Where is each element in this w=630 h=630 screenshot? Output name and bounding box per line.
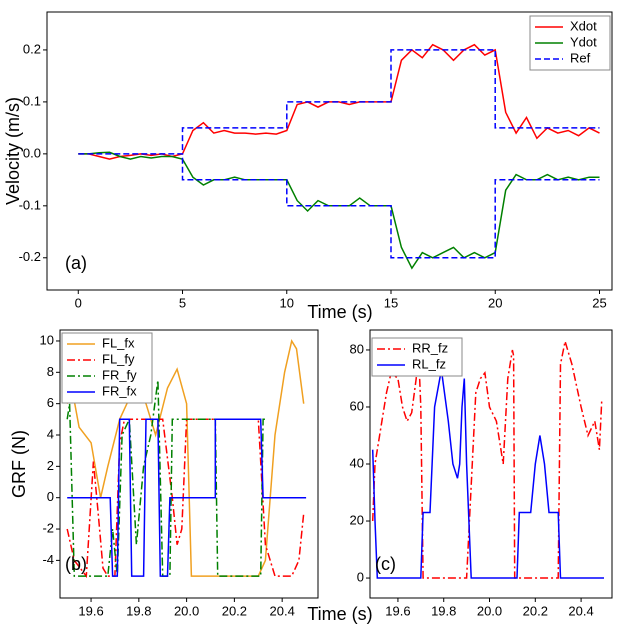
series-line: [78, 151, 600, 270]
legend-label: RL_fz: [412, 356, 446, 371]
legend-label: FR_fx: [102, 383, 137, 398]
x-tick-label: 20.2: [523, 603, 548, 618]
series-line: [66, 380, 268, 577]
x-tick-label: 19.6: [78, 603, 103, 618]
x-tick-label: 20.4: [568, 603, 593, 618]
x-tick-label: 20: [488, 295, 502, 310]
y-tick-label: 0.2: [23, 41, 41, 56]
y-tick-label: 0: [47, 489, 54, 504]
x-tick-label: 20.2: [222, 603, 247, 618]
panel-label: (b): [65, 554, 87, 574]
y-tick-label: 10: [40, 332, 54, 347]
y-tick-label: -2: [42, 520, 54, 535]
legend-label: RR_fz: [412, 340, 448, 355]
x-tick-label: 20.0: [477, 603, 502, 618]
y-axis-label: GRF (N): [9, 430, 29, 498]
x-tick-label: 20.4: [270, 603, 295, 618]
plot-frame: [59, 329, 319, 599]
legend-label: FR_fy: [102, 367, 137, 382]
series-line: [371, 369, 604, 579]
y-tick-label: 6: [47, 395, 54, 410]
legend-label: FL_fx: [102, 335, 135, 350]
y-tick-label: 40: [350, 455, 364, 470]
x-tick-label: 19.8: [126, 603, 151, 618]
series-line: [371, 341, 603, 579]
y-tick-label: 2: [47, 458, 54, 473]
y-tick-label: 60: [350, 398, 364, 413]
x-tick-label: 20.0: [174, 603, 199, 618]
legend-label: Ref: [570, 50, 591, 65]
plot-frame: [46, 11, 613, 291]
y-tick-label: 0.0: [23, 145, 41, 160]
x-tick-label: 0: [75, 295, 82, 310]
series-line: [66, 339, 305, 577]
y-tick-label: 0.1: [23, 93, 41, 108]
x-tick-label: 5: [179, 295, 186, 310]
y-tick-label: -0.2: [19, 249, 41, 264]
series-line: [78, 43, 600, 160]
y-tick-label: 20: [350, 512, 364, 527]
y-tick-label: 80: [350, 341, 364, 356]
panel-label: (c): [375, 554, 396, 574]
series-line: [67, 418, 307, 577]
y-tick-label: 8: [47, 364, 54, 379]
y-tick-label: 0: [357, 569, 364, 584]
y-tick-label: -0.1: [19, 197, 41, 212]
x-axis-label: Time (s): [307, 604, 372, 624]
legend-label: FL_fy: [102, 351, 135, 366]
x-tick-label: 19.6: [385, 603, 410, 618]
legend-box: [371, 337, 463, 377]
x-tick-label: 15: [384, 295, 398, 310]
series-line: [66, 418, 305, 579]
x-axis-label: Time (s): [307, 302, 372, 322]
y-axis-label: Velocity (m/s): [3, 97, 23, 205]
x-tick-label: 19.8: [431, 603, 456, 618]
y-tick-label: 4: [47, 426, 54, 441]
legend-label: Xdot: [570, 18, 597, 33]
panel-label: (a): [65, 253, 87, 273]
legend-label: Ydot: [570, 34, 597, 49]
y-tick-label: -4: [42, 552, 54, 567]
x-tick-label: 25: [592, 295, 606, 310]
x-tick-label: 10: [280, 295, 294, 310]
series-line: [78, 49, 600, 259]
